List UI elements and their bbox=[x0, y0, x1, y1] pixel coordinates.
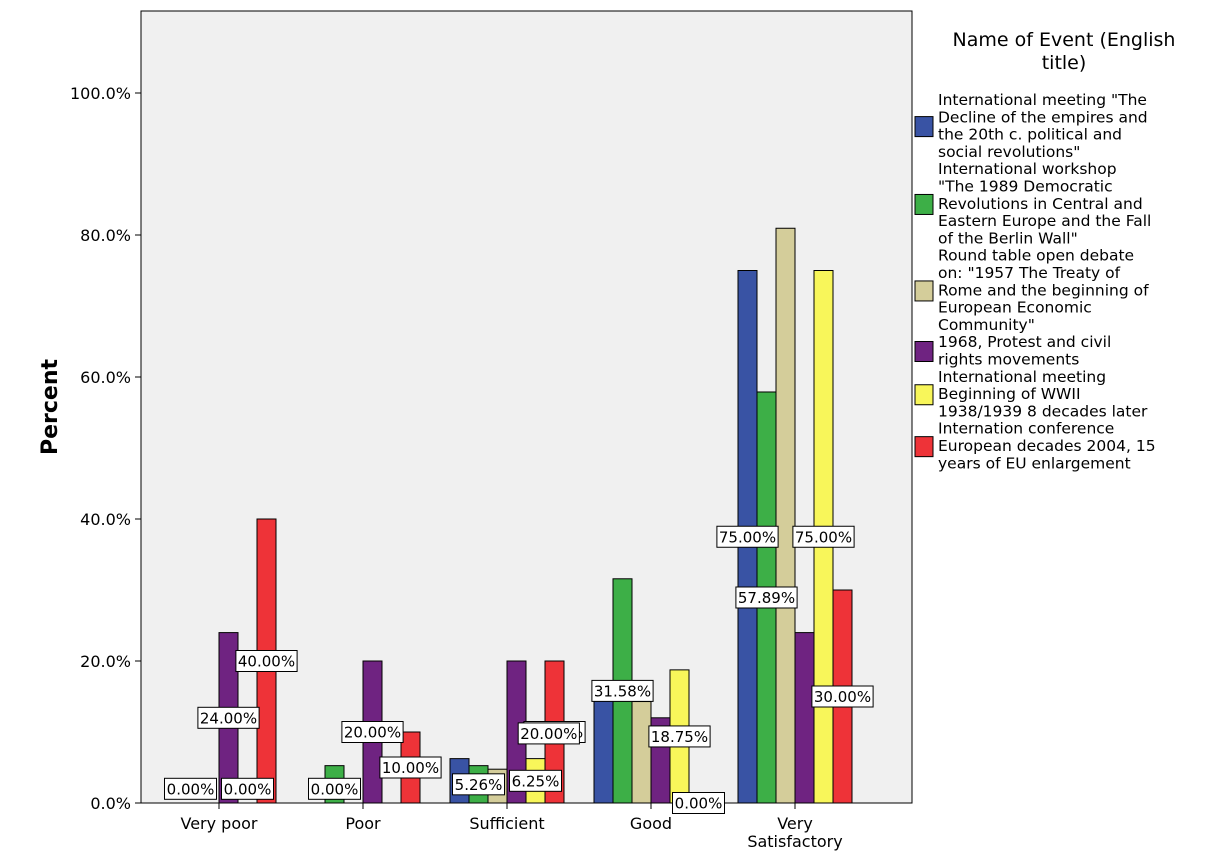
data-label-text: 0.00% bbox=[675, 795, 723, 813]
data-label-box bbox=[341, 721, 404, 743]
data-label-box bbox=[735, 586, 798, 609]
legend-label: Internation conference European decades 2… bbox=[938, 420, 1156, 473]
legend-label: International meeting Beginning of WWII 19… bbox=[938, 368, 1148, 421]
data-label-text: 57.89% bbox=[738, 589, 795, 607]
data-label-s2-c5: 57.89% bbox=[735, 586, 798, 609]
legend-label: 1968, Protest and civil rights movements bbox=[938, 333, 1111, 368]
data-label-box bbox=[221, 777, 274, 800]
data-label-s6-c2: 10.00% bbox=[379, 756, 442, 779]
data-label-s5-c5: 75.00% bbox=[792, 525, 855, 548]
bar-3-very-satisfactory bbox=[775, 227, 796, 804]
bar-4-very-satisfactory bbox=[794, 632, 815, 804]
legend-item-6: Internation conference European decades 2… bbox=[914, 420, 1156, 473]
x-tick-label: Sufficient bbox=[469, 814, 544, 833]
legend-item-2: International workshop "The 1989 Democrat… bbox=[914, 160, 1151, 247]
data-label-text: 5.26% bbox=[455, 776, 503, 794]
data-label-box bbox=[792, 525, 855, 548]
legend-label: Round table open debate on: "1957 The Tre… bbox=[938, 247, 1149, 334]
y-tick-label: 20.0% bbox=[80, 652, 131, 671]
y-tick-label: 80.0% bbox=[80, 226, 131, 245]
data-label-extra-3: 0.00% bbox=[308, 777, 361, 800]
data-label-box bbox=[672, 792, 725, 814]
data-label-text: 24.00% bbox=[200, 709, 257, 727]
data-label-box bbox=[591, 679, 654, 702]
legend-title: Name of Event (English title) bbox=[953, 29, 1176, 74]
legend-label: International meeting "The Decline of the… bbox=[938, 91, 1148, 161]
data-label-extra-4: 20.00% bbox=[517, 722, 580, 745]
data-label-text: 10.00% bbox=[382, 759, 439, 777]
legend-item-5: International meeting Beginning of WWII 19… bbox=[914, 368, 1148, 421]
legend-item-1: International meeting "The Decline of the… bbox=[914, 91, 1148, 161]
legend-swatch bbox=[914, 436, 934, 458]
legend-swatch bbox=[914, 193, 934, 215]
data-label-box bbox=[379, 756, 442, 779]
legend-swatch bbox=[914, 384, 934, 406]
bar-3-good bbox=[631, 701, 652, 804]
y-axis-label: Percent bbox=[38, 359, 63, 456]
data-label-s6-c1: 40.00% bbox=[235, 650, 298, 672]
data-label-box bbox=[308, 777, 361, 800]
data-label-box bbox=[197, 706, 260, 729]
data-label-text: 40.00% bbox=[238, 653, 295, 671]
data-label-text: 75.00% bbox=[719, 528, 776, 546]
data-label-s6-c5: 30.00% bbox=[811, 685, 874, 708]
y-tick-label: 60.0% bbox=[80, 368, 131, 387]
data-label-s4-c1: 24.00% bbox=[197, 706, 260, 729]
data-label-s2-c3: 5.26% bbox=[452, 773, 505, 796]
data-label-text: 6.25% bbox=[512, 772, 560, 790]
data-labels-layer: 75.00% 5.26% 31.58% 57.89% 24.00% 20.00% 6.25%… bbox=[164, 525, 874, 814]
legend-label: International workshop "The 1989 Democrat… bbox=[938, 160, 1151, 247]
data-label-s1-c5: 75.00% bbox=[716, 525, 779, 548]
x-tick-label: Poor bbox=[345, 814, 381, 833]
axes-layer: 0.0% 20.0% 40.0% 60.0% 80.0% 100.0% Percent Ver… bbox=[38, 84, 843, 851]
data-label-box bbox=[716, 525, 779, 548]
data-label-text: 20.00% bbox=[520, 725, 577, 743]
data-label-text: 30.00% bbox=[814, 688, 871, 706]
legend: Name of Event (English title) Internationa… bbox=[914, 29, 1176, 473]
legend-swatch bbox=[914, 116, 934, 138]
data-label-text: 0.00% bbox=[311, 780, 359, 798]
data-label-box bbox=[452, 773, 505, 796]
x-tick-label: Good bbox=[630, 814, 672, 833]
data-label-s4-c2: 20.00% bbox=[341, 721, 404, 743]
data-label-s5-c3: 6.25% bbox=[509, 769, 562, 792]
data-label-extra-1: 0.00% bbox=[164, 777, 217, 800]
data-label-box bbox=[509, 769, 562, 792]
data-label-s6-c4: 0.00% bbox=[672, 792, 725, 814]
data-label-box bbox=[648, 725, 711, 748]
data-label-text: 31.58% bbox=[594, 682, 651, 700]
data-label-s2-c4: 31.58% bbox=[591, 679, 654, 702]
y-tick-label: 40.0% bbox=[80, 510, 131, 529]
data-label-box bbox=[235, 650, 298, 672]
legend-swatch bbox=[914, 341, 934, 362]
legend-swatch bbox=[914, 280, 934, 302]
data-label-text: 18.75% bbox=[651, 728, 708, 746]
data-label-text: 20.00% bbox=[344, 724, 401, 742]
x-tick-label: Very poor bbox=[181, 814, 258, 833]
y-tick-label: 0.0% bbox=[90, 794, 131, 813]
x-tick-label: Very Satisfactory bbox=[747, 814, 842, 851]
data-label-box bbox=[164, 777, 217, 800]
data-label-s5-c4: 18.75% bbox=[648, 725, 711, 748]
y-tick-label: 100.0% bbox=[70, 84, 131, 103]
legend-item-3: Round table open debate on: "1957 The Tre… bbox=[914, 247, 1149, 334]
data-label-box bbox=[811, 685, 874, 708]
data-label-text: 0.00% bbox=[167, 780, 215, 798]
legend-item-4: 1968, Protest and civil rights movements bbox=[914, 333, 1111, 369]
data-label-extra-2: 0.00% bbox=[221, 777, 274, 800]
data-label-text: 0.00% bbox=[224, 780, 272, 798]
data-label-text: 75.00% bbox=[795, 528, 852, 546]
bar-1-good bbox=[593, 696, 614, 804]
data-label-box bbox=[517, 722, 580, 745]
